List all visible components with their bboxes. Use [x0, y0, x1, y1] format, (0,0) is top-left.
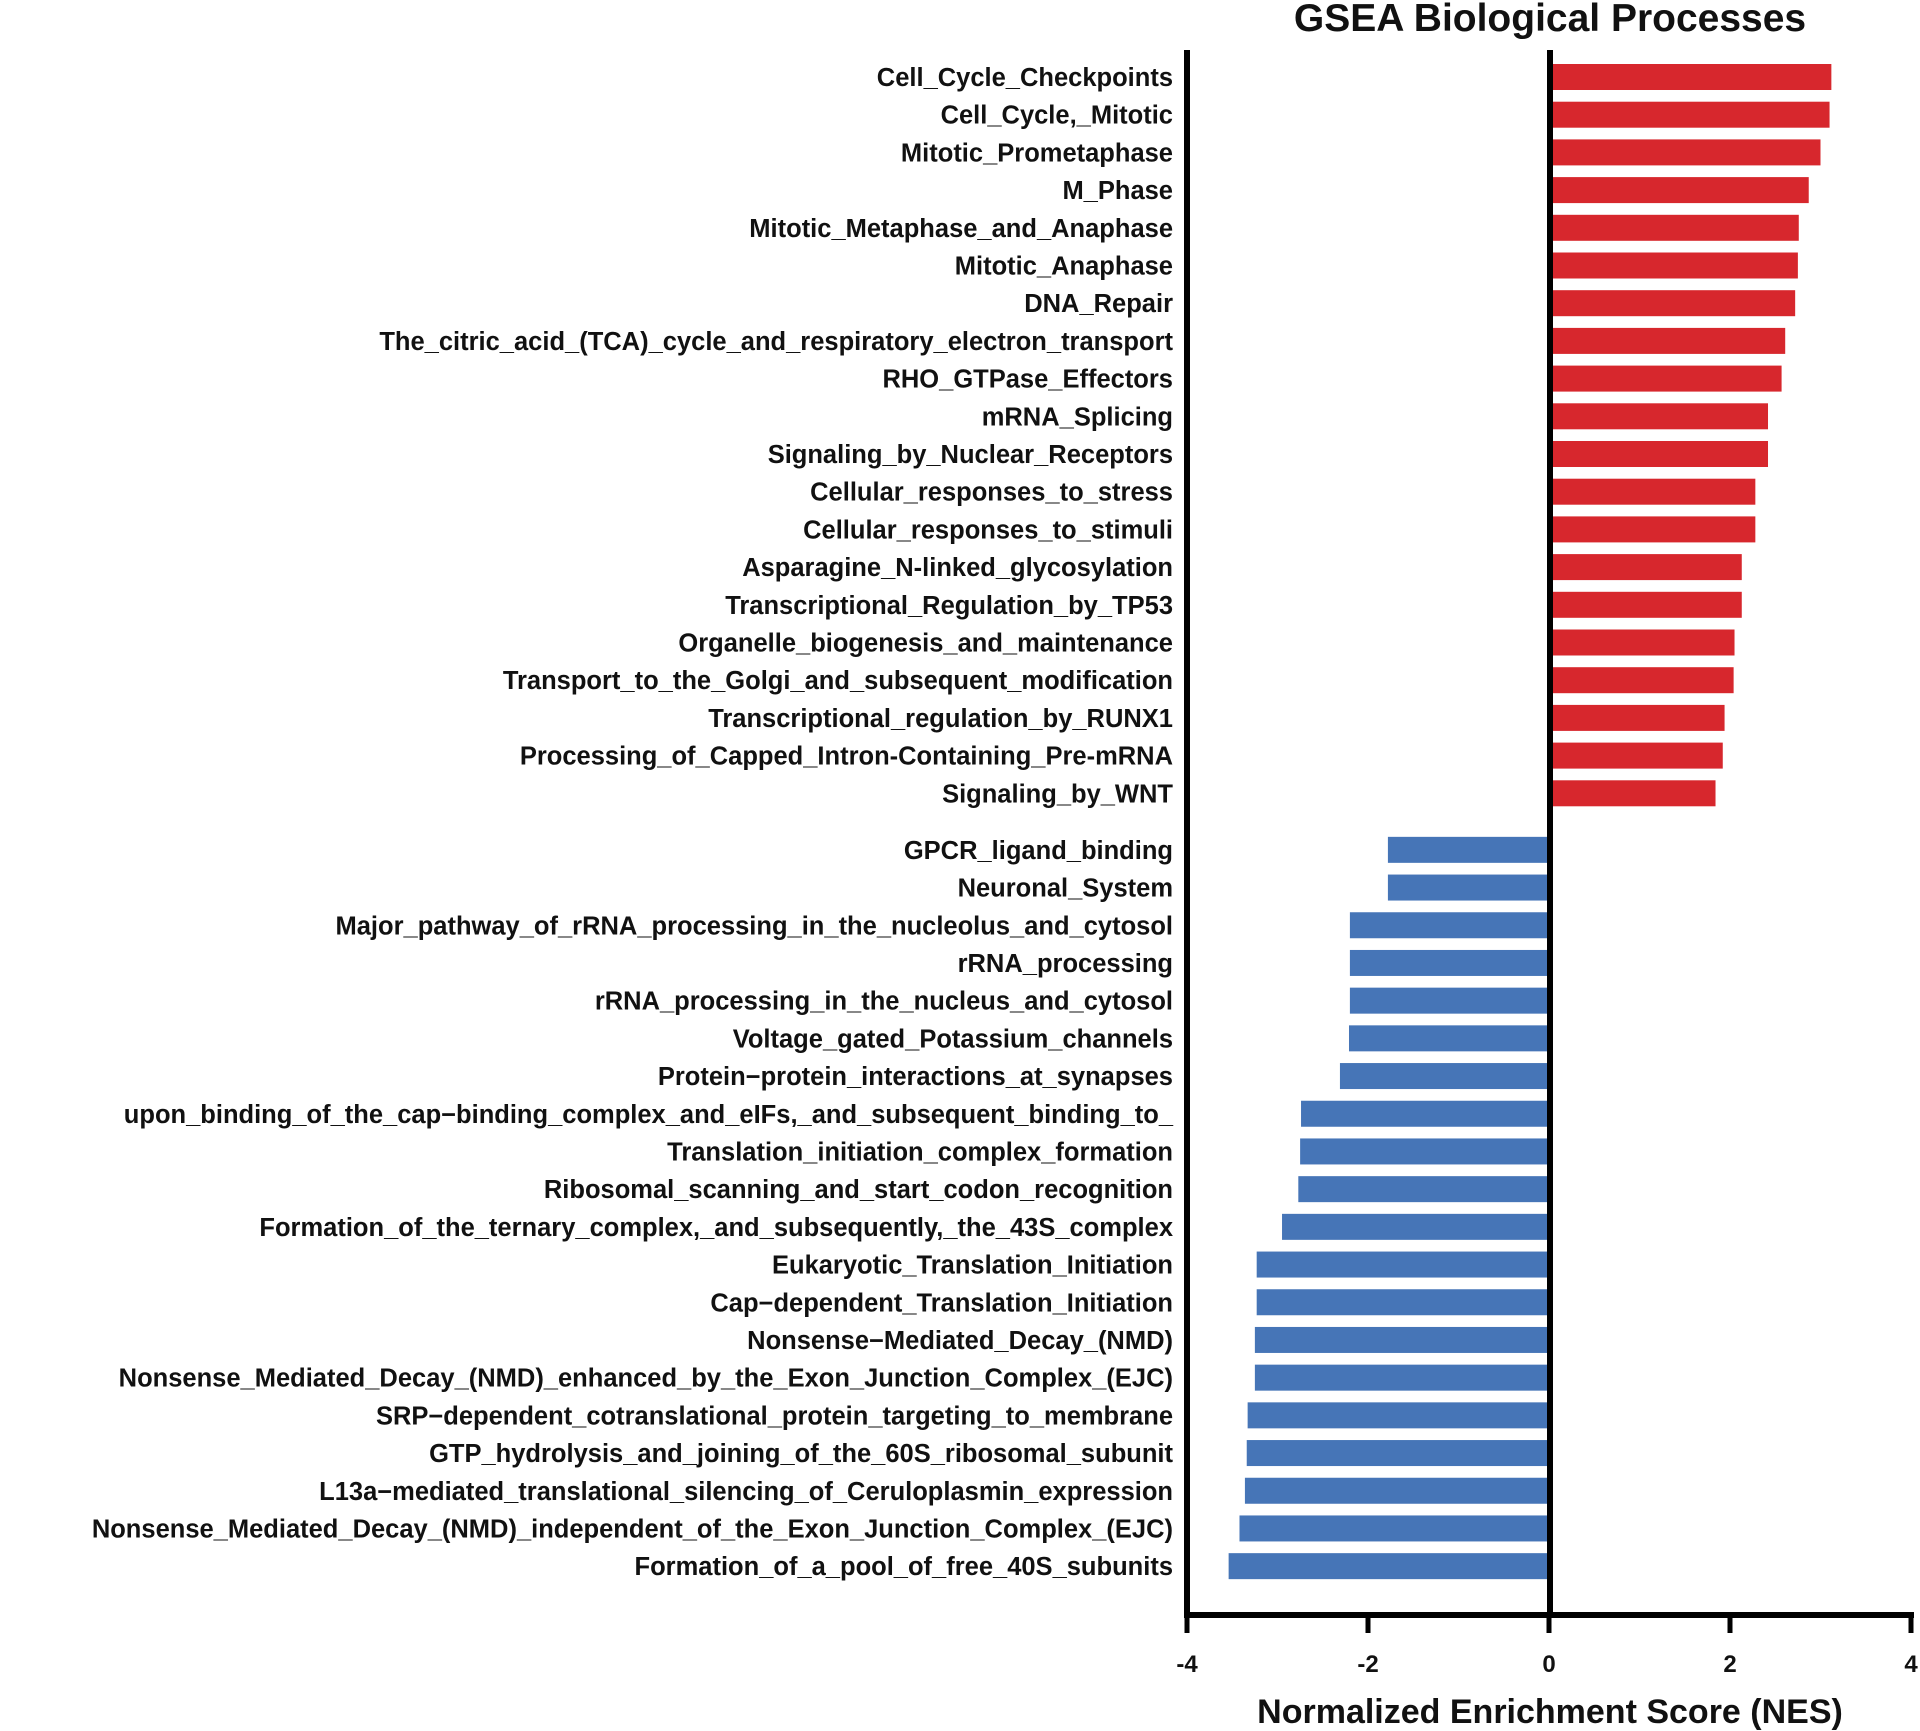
bar [1348, 1025, 1550, 1052]
category-label: Mitotic_Anaphase [955, 253, 1173, 281]
bar [1550, 403, 1769, 430]
category-label: Ribosomal_scanning_and_start_codon_recog… [544, 1176, 1173, 1204]
category-label: rRNA_processing_in_the_nucleus_and_cytos… [595, 988, 1173, 1016]
bar [1239, 1515, 1550, 1542]
category-label: Translation_initiation_complex_formation [667, 1138, 1173, 1166]
category-label: Nonsense−Mediated_Decay_(NMD) [747, 1327, 1173, 1355]
bar [1349, 987, 1550, 1014]
bar [1298, 1176, 1550, 1203]
bar [1550, 629, 1735, 656]
category-label: upon_binding_of_the_cap−binding_complex_… [124, 1101, 1174, 1129]
bar [1550, 327, 1786, 354]
bar [1550, 214, 1799, 241]
bar [1550, 742, 1723, 769]
bar [1550, 516, 1756, 543]
bar [1550, 478, 1756, 505]
bar [1339, 1063, 1550, 1090]
bar [1247, 1402, 1550, 1429]
bar [1550, 667, 1734, 694]
x-axis-label: Normalized Enrichment Score (NES) [1257, 1693, 1843, 1731]
x-ticks: -4 -2 0 2 4 [1176, 1615, 1918, 1678]
category-label: SRP−dependent_cotranslational_protein_ta… [376, 1402, 1173, 1430]
category-label: Transcriptional_regulation_by_RUNX1 [708, 705, 1173, 733]
category-labels: Cell_Cycle_Checkpoints Cell_Cycle,_Mitoti… [92, 64, 1174, 1581]
category-label: Asparagine_N-linked_glycosylation [742, 554, 1173, 582]
bar-series [1228, 64, 1832, 1580]
bar [1550, 177, 1809, 204]
x-tick-label: 0 [1542, 1651, 1555, 1678]
category-label: Transcriptional_Regulation_by_TP53 [725, 592, 1173, 620]
category-label: GTP_hydrolysis_and_joining_of_the_60S_ri… [429, 1440, 1173, 1468]
category-label: GPCR_ligand_binding [904, 837, 1173, 865]
bar [1256, 1289, 1550, 1316]
category-label: Cellular_responses_to_stress [810, 479, 1173, 507]
category-label: mRNA_Splicing [982, 403, 1173, 431]
bar [1550, 365, 1782, 392]
bar [1550, 252, 1798, 279]
category-label: Voltage_gated_Potassium_channels [733, 1025, 1173, 1053]
category-label: Eukaryotic_Translation_Initiation [772, 1252, 1173, 1280]
x-tick-label: -2 [1357, 1651, 1378, 1678]
bar [1244, 1477, 1550, 1504]
bar [1387, 874, 1550, 901]
category-label: Transport_to_the_Golgi_and_subsequent_mo… [503, 667, 1173, 695]
x-tick-label: -4 [1176, 1651, 1198, 1678]
bar [1550, 704, 1725, 731]
category-label: Signaling_by_Nuclear_Receptors [768, 441, 1173, 469]
category-label: Organelle_biogenesis_and_maintenance [678, 630, 1173, 658]
category-label: Processing_of_Capped_Intron-Containing_P… [520, 743, 1173, 771]
bar [1282, 1213, 1550, 1240]
bar [1550, 591, 1742, 618]
bar [1550, 780, 1716, 807]
category-label: M_Phase [1062, 177, 1173, 205]
category-label: The_citric_acid_(TCA)_cycle_and_respirat… [379, 328, 1173, 356]
bar [1256, 1251, 1550, 1278]
x-tick-label: 4 [1904, 1651, 1918, 1678]
category-label: Nonsense_Mediated_Decay_(NMD)_independen… [92, 1515, 1173, 1543]
category-label: Mitotic_Metaphase_and_Anaphase [749, 215, 1173, 243]
category-label: L13a−mediated_translational_silencing_of… [319, 1478, 1173, 1506]
category-label: Major_pathway_of_rRNA_processing_in_the_… [336, 912, 1174, 940]
category-label: Signaling_by_WNT [942, 780, 1173, 808]
category-label: Protein−protein_interactions_at_synapses [658, 1063, 1173, 1091]
category-label: Formation_of_a_pool_of_free_40S_subunits [635, 1553, 1173, 1581]
category-label: DNA_Repair [1024, 290, 1173, 318]
category-label: Cell_Cycle_Checkpoints [877, 64, 1173, 92]
bar [1254, 1326, 1550, 1353]
category-label: RHO_GTPase_Effectors [882, 366, 1173, 394]
bar [1246, 1440, 1550, 1467]
chart-title: GSEA Biological Processes [1294, 0, 1806, 40]
bar [1254, 1364, 1550, 1391]
bar [1550, 64, 1832, 90]
bar [1550, 554, 1742, 581]
bar [1387, 836, 1550, 863]
bar [1300, 1138, 1550, 1165]
category-label: Neuronal_System [958, 875, 1173, 903]
bar [1550, 441, 1769, 467]
bar [1550, 290, 1796, 317]
category-label: rRNA_processing [958, 950, 1173, 978]
bar [1301, 1100, 1550, 1127]
category-label: Cellular_responses_to_stimuli [803, 516, 1173, 544]
bar [1228, 1553, 1550, 1580]
bar [1349, 949, 1550, 976]
category-label: Formation_of_the_ternary_complex,_and_su… [259, 1214, 1173, 1242]
category-label: Cell_Cycle,_Mitotic [941, 102, 1173, 130]
x-tick-label: 2 [1723, 1651, 1736, 1678]
category-label: Nonsense_Mediated_Decay_(NMD)_enhanced_b… [119, 1365, 1173, 1393]
category-label: Cap−dependent_Translation_Initiation [710, 1289, 1173, 1317]
bar [1550, 139, 1821, 166]
bar [1550, 101, 1830, 128]
bar [1349, 912, 1550, 939]
category-label: Mitotic_Prometaphase [901, 139, 1173, 167]
